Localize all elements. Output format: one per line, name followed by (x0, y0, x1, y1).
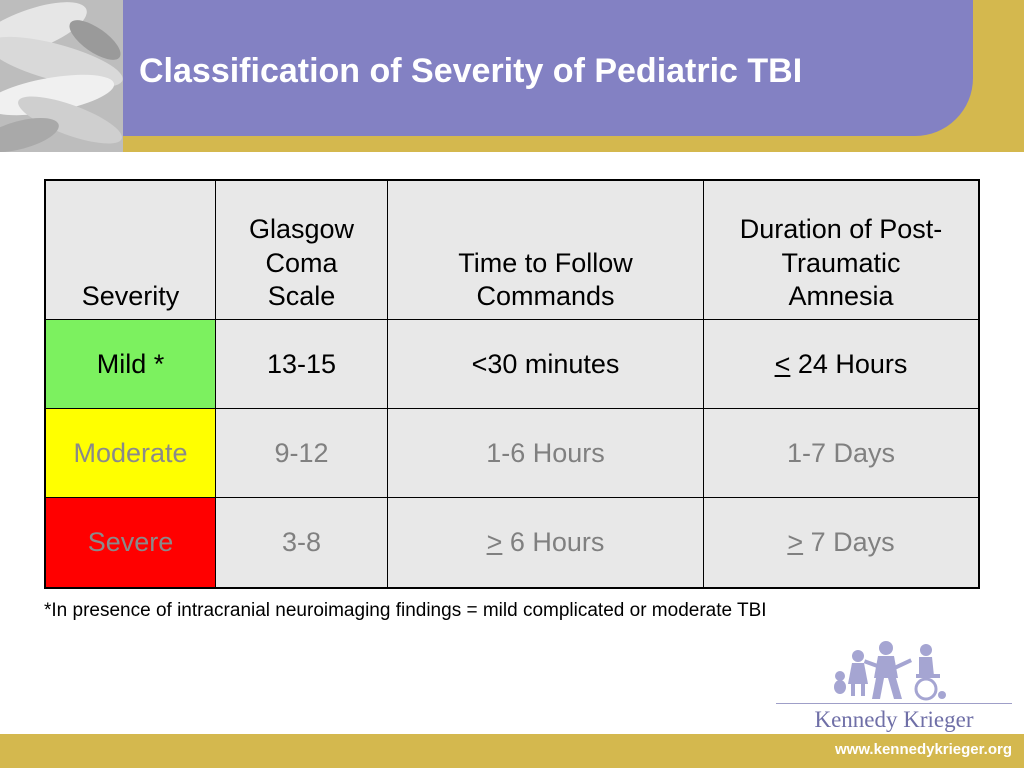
footer-band (0, 734, 1024, 768)
header-gcs: Glasgow Coma Scale (215, 179, 388, 320)
footnote: *In presence of intracranial neuroimagin… (44, 600, 767, 621)
title-panel: Classification of Severity of Pediatric … (123, 0, 973, 136)
severity-severe: Severe (44, 497, 216, 589)
gcs-cell: 13-15 (215, 318, 388, 410)
header-pta-duration: Duration of Post- Traumatic Amnesia (703, 179, 980, 320)
pta-cell: < 24 Hours (703, 318, 980, 410)
table-header-row: Severity Glasgow Coma Scale Time to Follow… (44, 179, 980, 320)
hands-photo (0, 0, 123, 152)
table-row: Moderate 9-12 1-6 Hours 1-7 Days (44, 408, 980, 499)
severity-mild: Mild * (44, 318, 216, 410)
severity-table: Severity Glasgow Coma Scale Time to Follow… (44, 179, 980, 589)
gcs-cell: 9-12 (215, 408, 388, 499)
header-severity: Severity (44, 179, 216, 320)
time-cell: <30 minutes (387, 318, 704, 410)
slide-title: Classification of Severity of Pediatric … (139, 52, 803, 90)
pta-cell: 1-7 Days (703, 408, 980, 499)
table-row: Severe 3-8 > 6 Hours > 7 Days (44, 497, 980, 589)
hands-image (0, 0, 123, 152)
gcs-cell: 3-8 (215, 497, 388, 589)
table-row: Mild * 13-15 <30 minutes < 24 Hours (44, 318, 980, 410)
website-url[interactable]: www.kennedykrieger.org (834, 741, 1012, 758)
pta-cell: > 7 Days (703, 497, 980, 589)
severity-moderate: Moderate (44, 408, 216, 499)
time-cell: > 6 Hours (387, 497, 704, 589)
time-cell: 1-6 Hours (387, 408, 704, 499)
family-figures-icon (834, 641, 946, 701)
header-time-to-follow: Time to Follow Commands (387, 179, 704, 320)
kki-logo (776, 636, 1014, 736)
